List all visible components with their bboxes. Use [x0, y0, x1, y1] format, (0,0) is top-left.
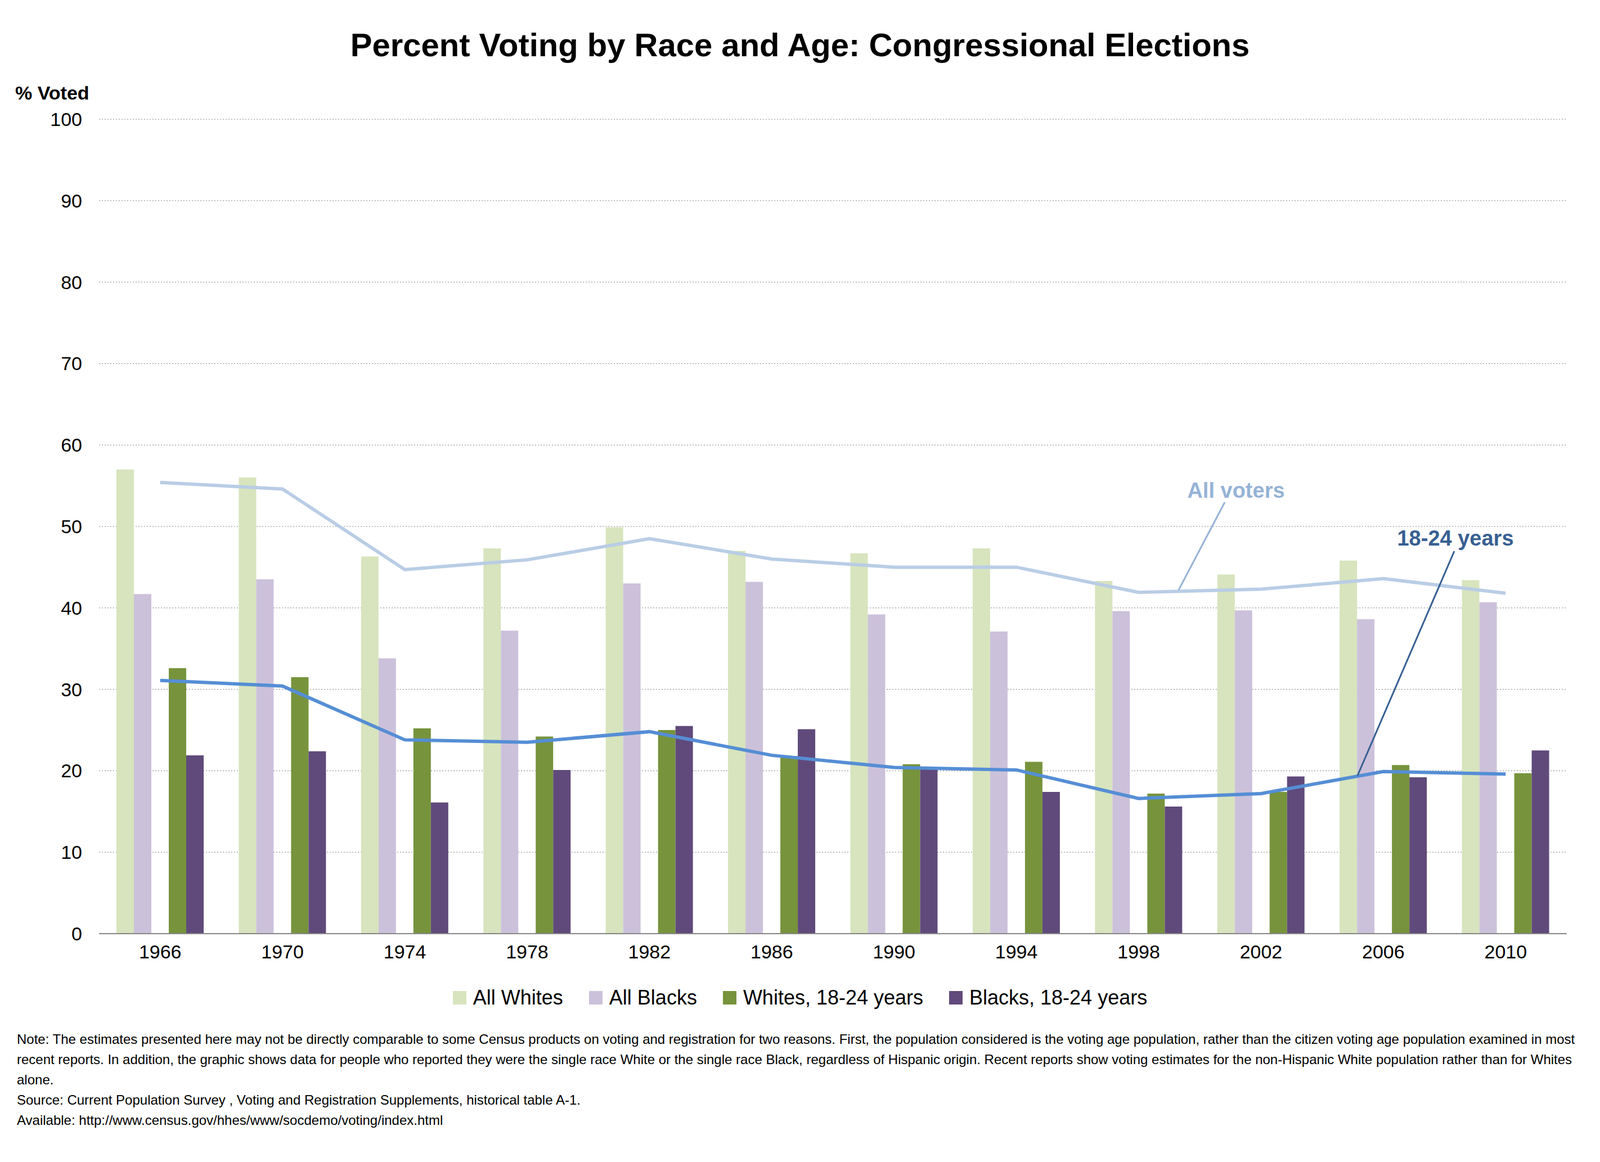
svg-text:1982: 1982 [628, 941, 672, 963]
svg-text:1974: 1974 [383, 941, 427, 963]
html-text:Percent Voting by Race and Age: Percent Voting by Race and Age: Congress… [350, 26, 1250, 64]
html-text:All Blacks: All Blacks [609, 986, 697, 1010]
html-text:Blacks, 18-24 years: Blacks, 18-24 years [969, 986, 1148, 1010]
svg-text:18-24 years: 18-24 years [1396, 526, 1514, 551]
svg-text:10: 10 [60, 841, 83, 864]
svg-text:20: 20 [60, 760, 83, 782]
svg-text:1966: 1966 [138, 941, 182, 963]
svg-text:1970: 1970 [261, 941, 304, 963]
svg-text:1990: 1990 [872, 941, 916, 963]
svg-text:70: 70 [60, 352, 83, 375]
svg-text:30: 30 [60, 679, 83, 701]
html-text:Available: http://www.census.g: Available: http://www.census.gov/hhes/ww… [16, 1112, 443, 1128]
svg-text:1978: 1978 [505, 941, 549, 963]
html-text:Note: The estimates presented: Note: The estimates presented here may n… [16, 1031, 1575, 1088]
svg-text:2010: 2010 [1484, 941, 1527, 963]
svg-text:1994: 1994 [995, 941, 1038, 963]
svg-text:0: 0 [71, 923, 83, 945]
svg-text:All voters: All voters [1187, 478, 1285, 503]
svg-text:100: 100 [50, 108, 83, 130]
svg-text:2002: 2002 [1239, 941, 1283, 963]
svg-text:2006: 2006 [1362, 941, 1405, 963]
html-text:Source: Current Population Sur: Source: Current Population Survey , Voti… [16, 1092, 581, 1108]
svg-text:80: 80 [60, 271, 83, 294]
html-text:% Voted: % Voted [15, 82, 90, 104]
svg-text:40: 40 [60, 597, 83, 619]
svg-text:90: 90 [60, 190, 83, 212]
svg-text:60: 60 [60, 434, 83, 456]
svg-text:1986: 1986 [750, 941, 794, 963]
html-text:All Whites: All Whites [473, 986, 564, 1010]
svg-text:50: 50 [60, 515, 83, 538]
html-text:Whites, 18-24 years: Whites, 18-24 years [743, 986, 924, 1010]
svg-text:1998: 1998 [1117, 941, 1161, 963]
